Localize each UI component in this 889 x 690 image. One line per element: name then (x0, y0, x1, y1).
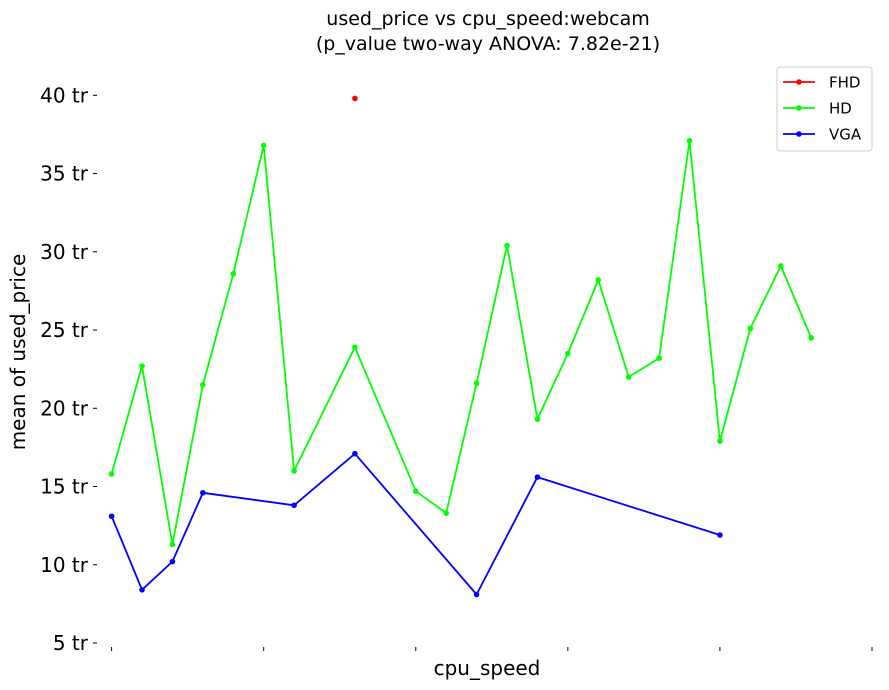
legend-label-vga: VGA (829, 126, 862, 144)
legend-marker-fhd (796, 79, 802, 85)
data-point-hd (565, 350, 571, 357)
chart-title-line-1: used_price vs cpu_speed:webcam (326, 8, 649, 30)
series-layer (108, 95, 814, 598)
y-tick-label: 30 tr (40, 240, 89, 264)
data-point-vga (139, 586, 145, 593)
legend-item-hd: HD (783, 100, 852, 118)
data-point-hd (139, 363, 145, 369)
data-point-hd (169, 541, 176, 548)
data-point-vga (200, 489, 206, 496)
data-point-hd (808, 335, 814, 341)
data-point-hd (534, 416, 541, 423)
y-tick-label: 10 tr (40, 553, 89, 577)
chart-title-line-2: (p_value two-way ANOVA: 7.82e-21) (316, 33, 660, 55)
data-point-hd (777, 263, 784, 269)
series-hd (108, 137, 814, 548)
data-point-hd (291, 468, 297, 474)
data-point-vga (534, 474, 541, 480)
data-point-vga (717, 532, 723, 538)
data-point-hd (260, 142, 267, 149)
y-tick-label: 25 tr (40, 318, 89, 342)
data-point-hd (352, 344, 358, 351)
legend-marker-vga (796, 131, 802, 137)
y-tick-label: 40 tr (40, 83, 89, 107)
legend-marker-hd (796, 105, 802, 111)
data-point-fhd (352, 95, 358, 102)
x-axis-label: cpu_speed (434, 656, 541, 680)
legend-label-fhd: FHD (829, 74, 860, 92)
legend: FHD HD VGA (776, 66, 873, 152)
data-point-hd (108, 471, 115, 477)
data-point-hd (595, 277, 602, 283)
series-line-hd (110, 139, 813, 546)
data-point-hd (625, 374, 632, 380)
data-point-vga (108, 513, 115, 520)
data-point-hd (473, 380, 480, 387)
series-fhd (352, 95, 358, 102)
y-axis: 5 tr 10 tr 15 tr 20 tr 25 tr 30 tr 35 tr 40 tr (40, 83, 97, 655)
y-tick-label: 20 tr (40, 396, 89, 420)
x-axis (111, 647, 873, 651)
y-tick-label: 35 tr (40, 162, 89, 186)
data-point-hd (686, 137, 693, 144)
data-point-vga (169, 558, 176, 565)
y-tick-label: 5 tr (53, 631, 89, 655)
data-point-hd (747, 325, 754, 332)
legend-item-vga: VGA (783, 126, 862, 144)
legend-item-fhd: FHD (783, 74, 860, 92)
data-point-vga (291, 502, 297, 509)
data-point-hd (717, 438, 723, 444)
y-axis-label: mean of used_price (6, 254, 30, 451)
series-vga (108, 450, 723, 598)
y-tick-label: 15 tr (40, 475, 89, 499)
data-point-hd (443, 510, 449, 516)
data-point-vga (473, 591, 480, 598)
data-point-hd (656, 355, 662, 361)
data-point-hd (504, 242, 510, 249)
data-point-hd (412, 488, 419, 495)
legend-frame (776, 66, 873, 152)
data-point-vga (352, 450, 358, 457)
legend-label-hd: HD (829, 100, 852, 118)
data-point-hd (230, 270, 237, 277)
data-point-hd (200, 381, 206, 388)
series-line-vga (110, 452, 721, 596)
